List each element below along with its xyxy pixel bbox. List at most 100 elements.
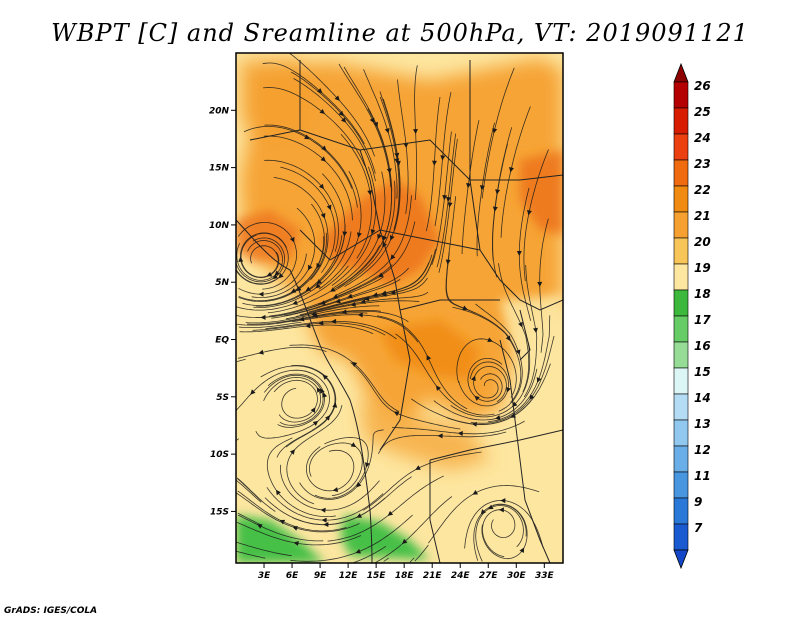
streamline-arrow — [295, 286, 302, 291]
colorbar-swatch — [673, 419, 689, 447]
lat-tick-label: 10N — [209, 221, 230, 231]
map-frame — [235, 52, 564, 564]
streamline-arrow — [258, 349, 264, 355]
streamline-arrow — [518, 321, 523, 328]
streamline-arrow — [364, 462, 370, 468]
streamline-arrow — [462, 305, 468, 311]
streamline-arrow — [311, 311, 317, 317]
lon-tick-label: 33E — [535, 571, 555, 581]
streamline-arrow — [471, 421, 477, 427]
streamline-arrow — [320, 213, 326, 219]
streamline-arrow — [350, 442, 357, 448]
lon-tick-label: 3E — [258, 571, 271, 581]
streamline — [237, 514, 324, 542]
streamline-arrow — [341, 309, 347, 315]
streamline-arrow — [340, 117, 347, 123]
streamline-arrow — [492, 128, 498, 134]
lon-tick-label: 6E — [286, 571, 299, 581]
streamline-arrow — [370, 229, 376, 235]
streamline — [236, 369, 312, 411]
streamline-arrow — [509, 167, 514, 173]
colorbar-swatch — [673, 445, 689, 473]
colorbar-label: 21 — [694, 209, 711, 223]
streamline-arrow — [529, 394, 535, 400]
streamline-arrow — [377, 233, 382, 240]
streamline-arrow — [260, 314, 266, 320]
streamline-arrow — [317, 88, 323, 94]
colorbar-swatch — [673, 237, 689, 265]
colorbar-label: 23 — [694, 157, 711, 171]
streamline-arrow — [492, 206, 498, 212]
streamline-arrows — [238, 88, 543, 554]
colorbar-swatch — [673, 263, 689, 291]
streamline — [236, 541, 292, 557]
streamline-arrow — [498, 507, 504, 513]
colorbar-swatch — [673, 497, 689, 525]
streamline-arrow — [305, 323, 311, 329]
streamline-arrow — [356, 513, 362, 518]
streamline-arrow — [310, 407, 316, 413]
colorbar-label: 22 — [694, 183, 711, 197]
colorbar-label: 14 — [694, 391, 711, 405]
streamline-arrow — [250, 389, 256, 395]
colorbar-label: 24 — [694, 131, 711, 145]
streamline-arrow — [312, 420, 319, 426]
streamline — [236, 480, 262, 503]
streamline-arrow — [487, 337, 493, 342]
streamline-arrow — [364, 296, 370, 302]
streamline-arrow — [415, 465, 421, 470]
streamline-arrow — [372, 292, 378, 298]
streamline-arrow — [342, 231, 348, 237]
streamline-arrow — [320, 388, 325, 394]
streamline-arrow — [435, 385, 441, 391]
lon-tick-label: 12E — [339, 571, 359, 581]
streamline-arrow — [307, 264, 313, 271]
streamline-arrow — [332, 402, 338, 408]
streamline-arrow — [393, 411, 400, 417]
streamline-arrow — [389, 235, 395, 241]
streamline-arrow — [316, 387, 322, 393]
colorbar-top-triangle — [673, 62, 689, 83]
streamline-arrow — [480, 509, 486, 515]
colorbar-label: 16 — [694, 339, 711, 353]
streamline-arrow — [321, 145, 327, 151]
hot-region-west-coast — [236, 210, 300, 262]
streamline-arrow — [367, 190, 373, 196]
streamline-arrow — [334, 95, 340, 101]
streamline-arrow — [394, 152, 400, 159]
country-borders — [236, 60, 563, 563]
streamline-arrow — [293, 541, 299, 546]
streamline-arrow — [527, 209, 532, 216]
streamline-arrow — [320, 156, 326, 162]
streamline-arrow — [318, 183, 324, 190]
streamline-arrow — [238, 256, 244, 262]
streamline-arrow — [519, 547, 525, 554]
streamline-arrow — [532, 327, 538, 334]
latitude-axis: 20N 15N 10N 5N EQ 5S 10S 15S — [209, 106, 236, 517]
streamline-arrow — [426, 354, 432, 361]
streamline — [409, 557, 415, 563]
streamline-arrow — [394, 158, 400, 164]
colorbar-label: 20 — [694, 235, 711, 249]
streamline-arrow — [440, 155, 446, 161]
streamline-arrow — [386, 168, 392, 174]
lon-tick-label: 27E — [479, 571, 499, 581]
colorbar-label: 25 — [694, 105, 711, 119]
streamline-arrow — [335, 298, 341, 304]
streamline-arrow — [382, 235, 388, 242]
streamline-arrow — [318, 320, 324, 326]
streamline-arrow — [347, 293, 353, 299]
streamline-arrow — [390, 254, 396, 260]
streamline-arrow — [319, 108, 325, 115]
streamline-arrow — [505, 335, 511, 342]
lat-tick-label: 5S — [216, 393, 229, 403]
streamline — [238, 236, 325, 302]
lat-tick-label: 15S — [210, 507, 229, 517]
streamline-arrow — [289, 449, 296, 455]
streamline-arrow — [351, 361, 358, 367]
streamline-arrow — [537, 281, 543, 287]
streamline — [237, 512, 263, 526]
streamline — [236, 477, 276, 512]
streamline — [236, 550, 266, 559]
lon-tick-label: 18E — [395, 571, 415, 581]
